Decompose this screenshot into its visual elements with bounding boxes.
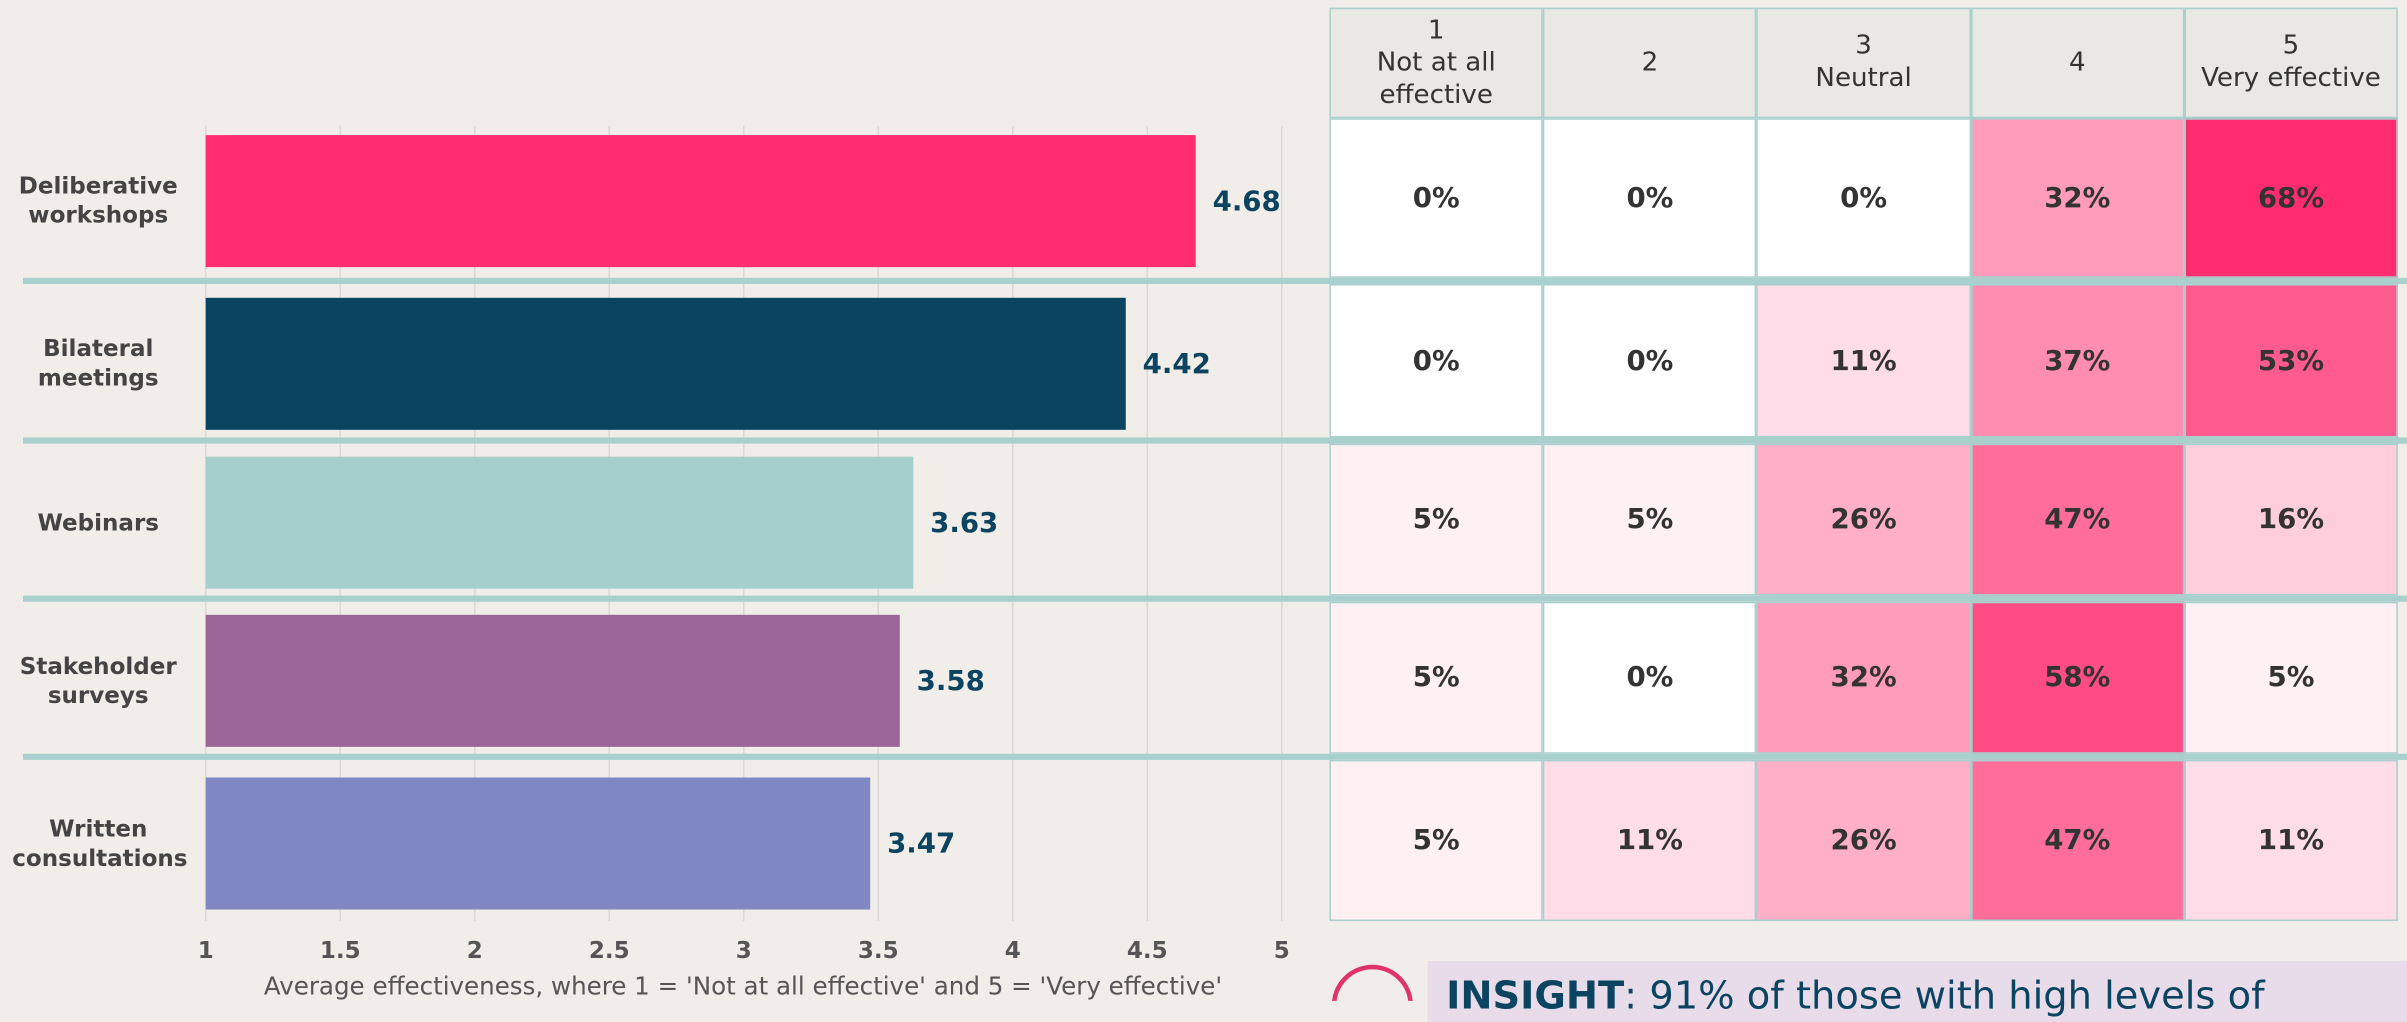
heatmap-cell: 5% [1543,443,1757,596]
value-label: 3.47 [887,827,955,860]
x-tick-label: 1.5 [320,938,361,964]
column-header: 4 [1970,7,2185,119]
heatmap-cell: 0% [1329,118,1544,278]
heatmap-cell: 26% [1756,443,1971,596]
category-label: Deliberative workshops [18,171,178,229]
bar [205,614,900,747]
heatmap-cell: 0% [1543,601,1757,754]
heatmap-cell: 11% [1756,283,1971,438]
value-label: 3.58 [917,664,985,697]
insight: INSIGHT: 91% of those with high levels o… [1427,960,2407,1022]
heatmap-cell: 32% [1756,601,1971,754]
bar [205,135,1196,268]
category-label: Webinars [37,508,160,536]
heatmap-cell: 5% [1329,601,1544,754]
x-tick-label: 3 [736,938,752,964]
bar [205,456,914,589]
heatmap-cell: 5% [1329,759,1544,922]
heatmap-cell: 0% [1543,118,1757,278]
category-label: Written consultations [12,814,188,872]
x-tick-label: 1 [198,938,214,964]
heatmap-cell: 0% [1329,283,1544,438]
x-tick-label: 2.5 [589,938,630,964]
heatmap-cell: 5% [1329,443,1544,596]
heatmap-cell: 0% [1756,118,1971,278]
insight-label: INSIGHT [1446,973,1625,1018]
bar [205,297,1126,430]
x-axis-label: Average effectiveness, where 1 = 'Not at… [264,972,1222,1001]
column-header: 2 [1543,7,1757,119]
column-header: 3 Neutral [1756,7,1971,119]
value-label: 4.42 [1143,347,1211,380]
heatmap-cell: 11% [1543,759,1757,922]
heatmap-cell: 37% [1970,283,2185,438]
value-label: 3.63 [930,506,998,539]
heatmap-cell: 47% [1970,443,2185,596]
insight-text: : 91% of those with high levels of [1624,973,2265,1018]
column-header: 5 Very effective [2184,7,2398,119]
x-tick-label: 3.5 [858,938,899,964]
category-label: Bilateral meetings [37,334,159,392]
column-header: 1 Not at all effective [1329,7,1544,119]
heatmap-cell: 0% [1543,283,1757,438]
heatmap-cell: 32% [1970,118,2185,278]
heatmap-cell: 26% [1756,759,1971,922]
heatmap-cell: 68% [2184,118,2398,278]
x-tick-label: 4.5 [1127,938,1168,964]
bar [205,777,871,910]
heatmap-cell: 11% [2184,759,2398,922]
heatmap-cell: 58% [1970,601,2185,754]
page: 1 1.5 2 2.5 3 3.5 4 4.5 5 Average effectiveness, … [12,7,2407,1022]
heatmap-cell: 5% [2184,601,2398,754]
category-label: Stakeholder surveys [19,651,177,709]
x-tick-label: 4 [1005,938,1021,964]
dashboard: 1 1.5 2 2.5 3 3.5 4 4.5 5 Average effectiveness, … [12,7,2407,1022]
chart: 1 1.5 2 2.5 3 3.5 4 4.5 5 Average effectiveness, … [23,125,2407,1001]
heatmap-cell: 53% [2184,283,2398,438]
heatmap-cell: 47% [1970,759,2185,922]
x-tick-label: 2 [467,938,483,964]
heatmap-cell: 16% [2184,443,2398,596]
x-tick-label: 5 [1274,938,1290,964]
value-label: 4.68 [1213,184,1281,217]
